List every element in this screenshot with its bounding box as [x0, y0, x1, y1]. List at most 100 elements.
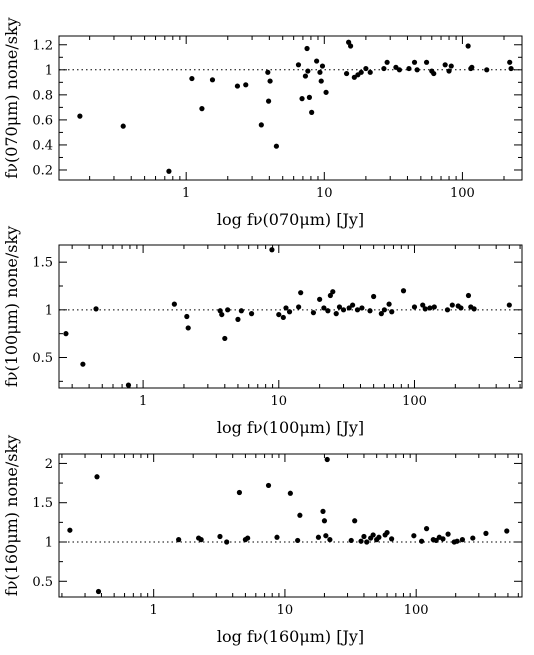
panel-160um-data-point: [315, 534, 322, 540]
panel-160um-x-tick-label: 1: [150, 603, 158, 618]
panel-100um-data-point: [317, 296, 323, 302]
panel-070um-y-tick-label: 0.8: [32, 88, 53, 103]
panel-070um-data-point: [319, 63, 326, 69]
panel-070um-x-tick-label: 100: [450, 186, 475, 201]
panel-160um-data-point: [504, 528, 510, 534]
panel-070um-data-point: [384, 59, 390, 65]
panel-100um-data-point: [327, 292, 333, 299]
panel-070um-y-tick-label: 1: [45, 63, 53, 78]
panel-070um-y-axis-label: fν(070μm) none/sky: [2, 17, 21, 178]
panel-070um-data-point: [446, 68, 452, 74]
panel-160um-data-point: [321, 518, 328, 524]
panel-100um-data-point: [184, 313, 190, 320]
panel-100um-data-point: [310, 310, 317, 316]
panel-070um-y-tick-label: 0.2: [32, 163, 53, 178]
panel-100um-data-point: [276, 311, 282, 318]
panel-160um-data-point: [370, 532, 376, 538]
panel-070um-data-point: [411, 59, 418, 65]
panel-160um-data-point: [384, 529, 390, 536]
panel-100um-data-point: [346, 305, 352, 311]
panel-100um-data-point: [248, 311, 255, 317]
panel-160um-data-point: [94, 474, 100, 480]
panel-100um-data-point: [444, 307, 451, 313]
panel-160um-data-point: [327, 537, 333, 543]
panel-100um-data-point: [422, 306, 428, 312]
panel-100um-data-point: [63, 331, 69, 337]
panel-070um-data-point: [406, 65, 412, 72]
panel-070um-data-point: [234, 83, 241, 89]
panel-100um-data-point: [378, 311, 384, 317]
panel-070um-y-tick-label: 0.6: [32, 113, 53, 128]
panel-160um-data-point: [274, 534, 280, 540]
panel-070um-data-point: [120, 123, 126, 129]
panel-100um-data-point: [238, 308, 244, 314]
panel-160um-data-point: [423, 526, 430, 532]
panel-070um-data-point: [343, 70, 350, 77]
panel-100um-data-point: [125, 382, 132, 388]
panel-100um-data-point: [371, 293, 377, 300]
panel-160um-data-point: [352, 518, 358, 524]
panel-100um-data-point: [330, 289, 336, 295]
panel-100um-data-point: [420, 302, 426, 308]
panel-100um-data-point: [321, 305, 327, 311]
panel-100um-data-point: [506, 302, 512, 308]
panel-160um-y-tick-label: 0.5: [32, 575, 53, 590]
panel-100um-data-point: [280, 314, 286, 321]
panel-100um-data-point: [431, 304, 437, 310]
panel-070um-data-point: [317, 69, 323, 75]
panel-100um-data-point: [325, 308, 331, 314]
panel-070um-data-point: [508, 65, 514, 72]
panel-100um-data-point: [336, 304, 343, 310]
panel-160um-data-point: [224, 539, 230, 545]
panel-160um-data-point: [440, 536, 446, 542]
panel-070um-data-point: [299, 96, 305, 102]
panel-100um-y-tick-label: 1.5: [32, 256, 53, 271]
panel-100um-x-tick-label: 1: [139, 394, 147, 409]
panel-070um-data-point: [265, 69, 271, 75]
panel-160um-data-point: [348, 537, 354, 544]
panel-100um-data-point: [427, 305, 433, 311]
panel-070um-data-point: [347, 43, 354, 49]
panel-100um-data-point: [458, 305, 464, 311]
panel-070um-data-point: [431, 70, 437, 77]
panel-070um-x-tick-label: 1: [182, 186, 190, 201]
panel-070um: 1 10 100 0.2 0.4 0.6 0.8 1 1.2 log fν(070μm) [Jy…: [2, 17, 523, 229]
panel-100um-data-point: [222, 335, 228, 342]
panel-160um-data-point: [295, 537, 301, 544]
panel-160um-data-point: [358, 538, 364, 544]
panel-100um-ticks: 1 10 100 0.5 1 1.5: [32, 245, 522, 409]
panel-100um-data-point: [400, 288, 407, 294]
panel-100um-data-point: [80, 361, 86, 367]
panel-160um-data-point: [323, 533, 329, 539]
panel-070um-data-point: [243, 82, 249, 88]
panel-100um-y-tick-label: 0.5: [32, 351, 53, 366]
panel-100um-x-tick-label: 100: [402, 394, 427, 409]
panel-070um-data-point: [484, 67, 490, 73]
panel-070um-data-point: [302, 73, 309, 79]
panel-070um-data-point: [166, 168, 172, 174]
panel-160um-data-point: [411, 533, 417, 539]
panel-070um-data-point: [305, 68, 311, 74]
panel-070um-data-point: [414, 67, 420, 73]
panel-100um-data-point: [296, 304, 302, 310]
panel-100um-data-point: [389, 309, 395, 315]
panel-160um-y-tick-label: 1.5: [32, 496, 53, 511]
panel-070um-x-axis-label: log fν(070μm) [Jy]: [217, 210, 364, 229]
panel-070um-x-tick-label: 10: [316, 186, 333, 201]
panel-160um-data-point: [470, 535, 476, 541]
panel-160um-data-point: [364, 539, 370, 545]
panel-100um-data-point: [219, 311, 225, 318]
panel-100um-data-point: [350, 302, 356, 308]
panel-100um-data-point: [367, 308, 373, 314]
panel-100um-data-point: [471, 306, 477, 312]
panel-160um-data-point: [95, 588, 102, 595]
panel-100um: 1 10 100 0.5 1 1.5 log fν(100μm) [Jy] fν(100μ…: [2, 226, 523, 437]
panel-100um-data-point: [386, 301, 392, 307]
panel-070um-y-tick-label: 1.2: [32, 38, 53, 53]
panel-100um-data-point: [235, 316, 241, 322]
panel-100um-data-point: [465, 292, 472, 299]
panel-070um-data-point: [77, 113, 83, 119]
panel-160um-data-point: [67, 527, 73, 533]
panel-160um-data-point: [419, 538, 425, 544]
panel-100um-data-point: [340, 307, 347, 313]
